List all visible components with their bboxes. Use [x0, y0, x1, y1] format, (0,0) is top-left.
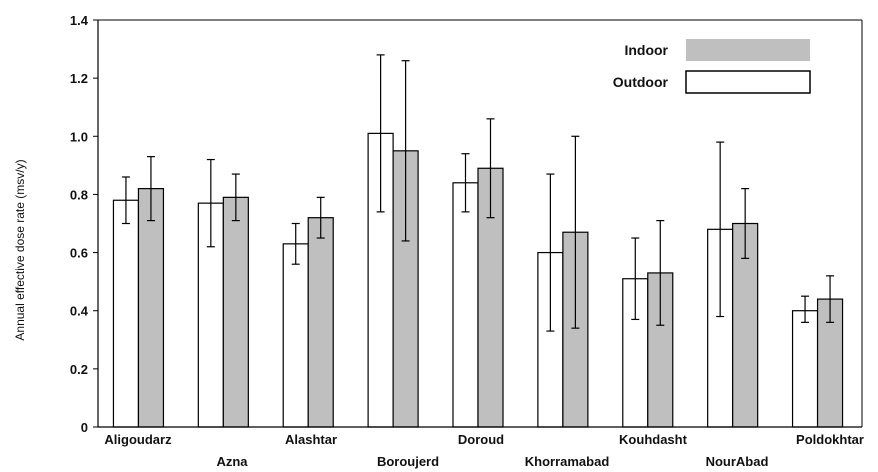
- bar-outdoor: [791, 310, 819, 428]
- x-category-label: Alashtar: [285, 432, 337, 447]
- x-category-label: NourAbad: [706, 454, 769, 469]
- x-category-label: Boroujerd: [377, 454, 439, 469]
- bar-indoor: [307, 217, 334, 428]
- bar-outdoor: [452, 182, 479, 428]
- legend-swatch-indoor: [686, 39, 810, 61]
- legend-swatch-outdoor: [685, 70, 811, 94]
- legend-label-outdoor: Outdoor: [613, 74, 669, 90]
- y-tick-label: 0.4: [70, 304, 89, 319]
- y-tick-label: 0.2: [70, 362, 88, 377]
- y-tick-label: 1.2: [70, 71, 88, 86]
- x-category-label: Khorramabad: [525, 454, 610, 469]
- x-category-label: Doroud: [458, 432, 504, 447]
- x-category-label: Aligoudarz: [104, 432, 172, 447]
- y-tick-label: 1.4: [70, 13, 89, 28]
- bar-indoor: [222, 196, 249, 428]
- y-tick-label: 0: [81, 420, 88, 435]
- y-axis-label: Annual effective dose rate (msv/y): [13, 159, 27, 340]
- y-tick-label: 0.8: [70, 187, 88, 202]
- x-category-label: Azna: [216, 454, 248, 469]
- bar-outdoor: [282, 243, 309, 428]
- y-tick-label: 1.0: [70, 129, 88, 144]
- x-category-label: Kouhdasht: [619, 432, 688, 447]
- bar-outdoor: [112, 199, 140, 428]
- bar-indoor: [137, 188, 165, 428]
- legend-label-indoor: Indoor: [624, 42, 668, 58]
- x-category-label: Poldokhtar: [796, 432, 864, 447]
- y-tick-label: 0.6: [70, 246, 88, 261]
